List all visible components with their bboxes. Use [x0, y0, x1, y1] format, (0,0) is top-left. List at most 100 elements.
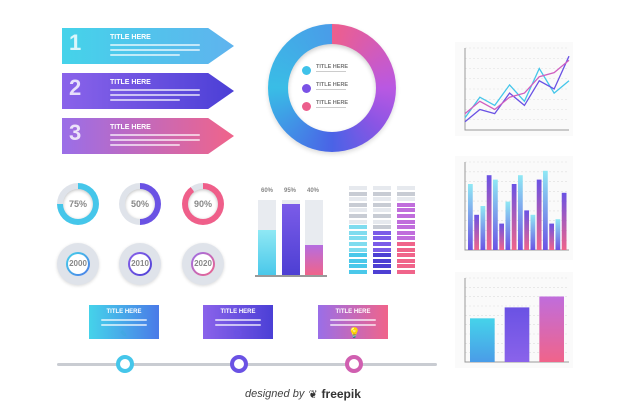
segment-cell [373, 236, 391, 241]
bar [539, 296, 564, 362]
bar [474, 214, 479, 250]
segment-cell [349, 214, 367, 218]
segment-cell [349, 270, 367, 274]
segment-cell [373, 253, 391, 258]
legend-title: TITLE HERE [316, 64, 349, 70]
segment-cell [373, 264, 391, 269]
segment-cell [349, 258, 367, 263]
segment-cell [373, 270, 391, 274]
legend-dot [302, 84, 311, 93]
simple-bar-chart [455, 272, 573, 368]
bar-label: 60% [261, 188, 274, 194]
year-label: 2000 [69, 259, 87, 268]
segment-cell [349, 230, 367, 235]
footer: designed by ❦ freepik [245, 386, 361, 402]
bar [486, 175, 492, 250]
segment-cell [397, 219, 415, 224]
segment-cell [373, 202, 391, 207]
segment-cell [373, 258, 391, 263]
timeline-card-1: TITLE HERE [89, 305, 159, 339]
segment-cell [373, 219, 391, 224]
timeline-title: TITLE HERE [220, 309, 256, 315]
bar [470, 318, 495, 362]
segment-cell [397, 197, 415, 202]
ribbon-number: 1 [69, 30, 82, 55]
legend-dot [302, 102, 311, 111]
percent-ring-75: 75% [57, 183, 99, 225]
timeline-card-2: TITLE HERE [203, 305, 273, 339]
bar [524, 210, 529, 250]
bar [505, 201, 511, 250]
segment-cell [349, 208, 367, 213]
series-line [464, 59, 570, 115]
percent-ring-90: 90% [182, 183, 224, 225]
segment-cell [397, 191, 415, 196]
segment-cell [397, 230, 415, 235]
legend-dot [302, 66, 311, 75]
timeline-title: TITLE HERE [335, 309, 371, 315]
grouped-bar-chart [455, 156, 573, 260]
pencil-icon: ✎ [120, 329, 128, 339]
year-ring-2010: 2010 [119, 243, 161, 285]
donut-hole: TITLE HERE TITLE HERE TITLE HERE [288, 44, 376, 132]
ribbon-number: 2 [69, 75, 82, 100]
bar [468, 184, 473, 250]
donut-chart: TITLE HERE TITLE HERE TITLE HERE [268, 24, 396, 152]
segment-cell [397, 208, 415, 213]
segment-cell [397, 225, 415, 230]
segment-cell [397, 202, 415, 207]
segment-cell [349, 225, 367, 230]
percent-bars: 60% 95% 40% [255, 184, 327, 277]
ribbon-2: 2 TITLE HERE [62, 73, 234, 109]
bar-fill [282, 203, 300, 275]
legend-title: TITLE HERE [316, 82, 349, 88]
segment-cell [397, 264, 415, 269]
segment-cell [349, 242, 367, 246]
ribbon-1: 1 TITLE HERE [62, 28, 234, 64]
segment-cell [397, 258, 415, 263]
grouped-bar-chart-svg [464, 161, 569, 251]
year-ring-2020: 2020 [182, 243, 224, 285]
axis-line [464, 278, 569, 363]
timeline-node-2 [230, 355, 248, 373]
ribbon-title: TITLE HERE [110, 124, 151, 131]
line-chart [455, 42, 573, 136]
bar [549, 223, 554, 250]
percent-label: 75% [63, 189, 93, 219]
segment-cell [373, 242, 391, 246]
segment-cell [373, 225, 391, 230]
ribbon-title: TITLE HERE [110, 79, 151, 86]
segment-cell [349, 247, 367, 252]
simple-bar-chart-svg [464, 277, 569, 363]
timeline-card-3: TITLE HERE [318, 305, 388, 339]
segment-cell [349, 264, 367, 269]
year-label: 2010 [131, 259, 149, 268]
segment-cell [373, 214, 391, 218]
year-label: 2020 [194, 259, 212, 268]
timeline-node-3 [345, 355, 363, 373]
brand-text: freepik [321, 387, 361, 401]
year-ring-2000: 2000 [57, 243, 99, 285]
segment-cell [397, 253, 415, 258]
bar [561, 192, 567, 250]
segment-cell [349, 197, 367, 202]
segment-cell [349, 202, 367, 207]
axis-line [464, 48, 569, 131]
bar-fill [258, 230, 276, 275]
ribbon-3: 3 TITLE HERE [62, 118, 234, 154]
segment-cell [373, 191, 391, 196]
bar [530, 214, 536, 250]
percent-label: 50% [125, 189, 155, 219]
bar [555, 219, 561, 250]
segment-cell [397, 236, 415, 241]
bar [543, 170, 548, 250]
line-chart-svg [464, 47, 570, 131]
segment-cell [349, 186, 367, 190]
bar [511, 184, 517, 250]
segment-cell [397, 270, 415, 274]
bar [518, 175, 523, 250]
lightbulb-icon: 💡 [348, 328, 361, 339]
segment-cell [349, 253, 367, 258]
legend-title: TITLE HERE [316, 100, 349, 106]
segment-cell [373, 208, 391, 213]
